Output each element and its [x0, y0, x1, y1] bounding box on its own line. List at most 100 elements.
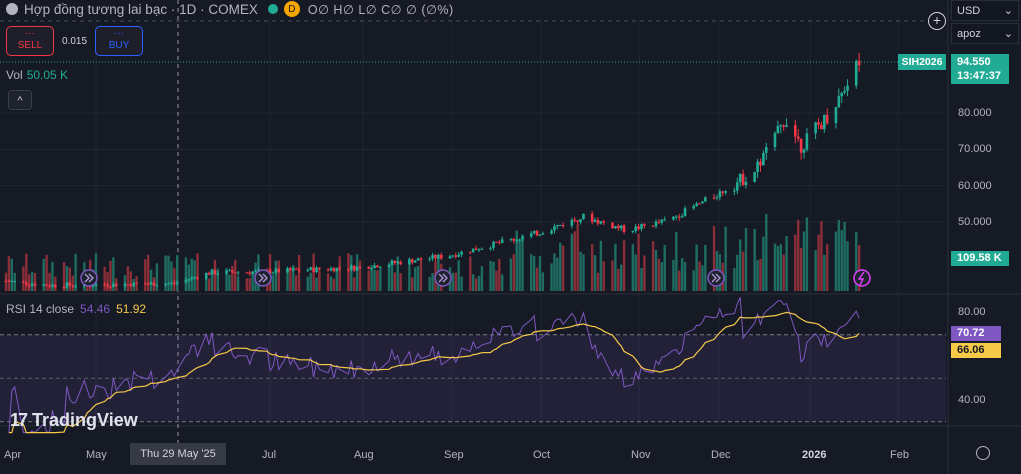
volume-bar — [358, 260, 362, 291]
volume-bar — [518, 240, 521, 291]
candle-body — [42, 284, 46, 286]
tradingview-logo[interactable]: 17 TradingView — [10, 410, 138, 431]
volume-bar — [155, 263, 159, 291]
volume-bar — [675, 231, 678, 291]
candle-body — [146, 284, 150, 286]
volume-bar — [373, 269, 376, 291]
volume-bar — [509, 258, 513, 291]
candle-body — [48, 285, 51, 287]
volume-bar — [651, 241, 655, 291]
volume-bar — [498, 258, 501, 291]
volume-bar — [733, 268, 736, 291]
candle-body — [535, 230, 539, 236]
candle-body — [358, 266, 362, 268]
volume-bar — [286, 270, 289, 291]
candle-body — [773, 133, 777, 147]
ohlc-values: O∅ H∅ L∅ C∅ ∅ (∅%) — [307, 2, 454, 17]
candle-body — [399, 261, 402, 265]
scale-mode-value: apoz — [957, 27, 981, 40]
candle-body — [820, 124, 823, 130]
collapse-indicators-button[interactable]: ^ — [8, 90, 32, 110]
volume-value: 50.05 K — [26, 68, 69, 82]
candle-body — [738, 173, 742, 183]
price-tick: 50.000 — [958, 216, 992, 228]
volume-bar — [225, 268, 228, 291]
volume-bar — [741, 251, 745, 291]
candle-body — [793, 125, 797, 137]
candle-body — [355, 266, 359, 271]
volume-bar — [289, 268, 292, 291]
candle-body — [631, 231, 635, 233]
add-plus-icon[interactable]: + — [928, 12, 946, 30]
volume-bar — [814, 250, 817, 291]
candle-body — [373, 265, 376, 269]
volume-bar — [602, 261, 605, 291]
gear-icon[interactable] — [976, 446, 990, 460]
volume-bar — [663, 244, 666, 291]
volume-bar — [390, 259, 394, 291]
volume-bar — [28, 274, 31, 291]
volume-bar — [103, 266, 106, 291]
currency-select[interactable]: USD ⌄ — [951, 0, 1019, 21]
candle-body — [541, 233, 545, 235]
volume-legend[interactable]: Vol 50.05 K — [6, 68, 68, 82]
candle-body — [782, 125, 785, 127]
volume-bar — [251, 272, 254, 291]
candle-body — [204, 272, 208, 279]
candle-body — [274, 268, 278, 273]
candle-body — [393, 260, 397, 263]
volume-bar — [837, 219, 841, 291]
candle-body — [10, 281, 14, 283]
volume-bar — [416, 266, 420, 291]
volume-bar — [660, 262, 664, 291]
candle-body — [843, 90, 846, 93]
volume-bar — [176, 255, 179, 291]
volume-bar — [695, 244, 698, 291]
volume-bar — [692, 270, 695, 291]
delayed-data-badge[interactable]: D — [283, 1, 300, 17]
volume-bar — [611, 260, 614, 291]
volume-bar — [326, 273, 330, 291]
candle-body — [785, 125, 788, 127]
candle-body — [762, 152, 765, 166]
volume-bar — [411, 277, 414, 291]
volume-bar — [712, 226, 716, 291]
volume-bar — [193, 260, 196, 291]
volume-bar — [234, 259, 237, 291]
volume-bar — [796, 219, 800, 291]
candle-body — [451, 255, 455, 257]
volume-bar — [622, 240, 626, 291]
candle-body — [68, 282, 72, 286]
candle-body — [753, 172, 756, 182]
scale-mode-select[interactable]: apoz ⌄ — [951, 23, 1019, 44]
candle-body — [370, 268, 373, 270]
rsi-line — [8, 297, 860, 434]
symbol-title[interactable]: Hợp đồng tương lai bạc · 1D · COMEX — [24, 1, 258, 17]
volume-bar — [173, 268, 176, 291]
candle-body — [94, 284, 98, 287]
rsi-legend[interactable]: RSI 14 close 54.46 51.92 — [6, 302, 146, 316]
volume-bar — [355, 254, 359, 291]
candle-body — [236, 272, 240, 274]
dividend-event-icon — [258, 273, 268, 283]
volume-bar — [634, 254, 637, 291]
candle-body — [759, 161, 762, 166]
last-price: 94.550 — [957, 56, 991, 68]
volume-bar — [367, 270, 370, 291]
price-tick: 70.000 — [958, 143, 992, 155]
buy-button[interactable]: ··· BUY — [95, 26, 143, 56]
candle-body — [489, 247, 492, 249]
candle-body — [213, 270, 217, 275]
volume-bar — [823, 254, 826, 291]
candle-body — [294, 268, 298, 270]
volume-bar — [106, 272, 109, 291]
volume-bar — [146, 254, 150, 291]
volume-bar — [210, 268, 214, 291]
sell-button[interactable]: ··· SELL — [6, 26, 54, 56]
volume-bar — [454, 272, 457, 291]
lightning-event-icon — [857, 271, 865, 286]
sell-price: ··· — [25, 28, 35, 39]
volume-bar — [451, 272, 455, 291]
candle-body — [704, 197, 707, 202]
